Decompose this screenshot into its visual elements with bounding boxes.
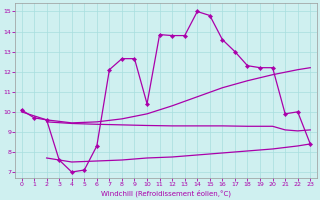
X-axis label: Windchill (Refroidissement éolien,°C): Windchill (Refroidissement éolien,°C) <box>101 189 231 197</box>
